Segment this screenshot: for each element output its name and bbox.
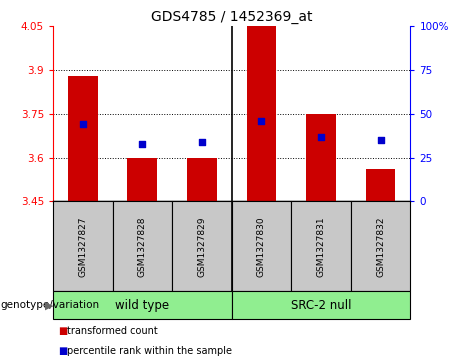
Bar bbox=[291, 201, 351, 291]
Text: genotype/variation: genotype/variation bbox=[0, 300, 99, 310]
Bar bbox=[247, 26, 276, 201]
Title: GDS4785 / 1452369_at: GDS4785 / 1452369_at bbox=[151, 10, 313, 24]
Point bbox=[377, 137, 384, 143]
Point bbox=[258, 118, 265, 124]
Text: ▶: ▶ bbox=[45, 300, 53, 310]
Text: wild type: wild type bbox=[115, 299, 169, 312]
Bar bbox=[232, 201, 291, 291]
Bar bbox=[232, 291, 410, 319]
Text: GSM1327830: GSM1327830 bbox=[257, 216, 266, 277]
Point bbox=[198, 139, 206, 145]
Bar bbox=[187, 158, 217, 201]
Bar bbox=[366, 169, 396, 201]
Text: SRC-2 null: SRC-2 null bbox=[291, 299, 351, 312]
Text: percentile rank within the sample: percentile rank within the sample bbox=[67, 346, 232, 356]
Bar bbox=[172, 201, 232, 291]
Bar bbox=[306, 114, 336, 201]
Text: GSM1327828: GSM1327828 bbox=[138, 216, 147, 277]
Text: GSM1327832: GSM1327832 bbox=[376, 216, 385, 277]
Bar bbox=[53, 201, 112, 291]
Bar bbox=[53, 291, 232, 319]
Text: GSM1327827: GSM1327827 bbox=[78, 216, 87, 277]
Point bbox=[139, 141, 146, 147]
Bar bbox=[127, 158, 157, 201]
Text: ■: ■ bbox=[58, 346, 67, 356]
Bar bbox=[68, 76, 98, 201]
Point bbox=[79, 122, 87, 127]
Text: ■: ■ bbox=[58, 326, 67, 337]
Text: GSM1327831: GSM1327831 bbox=[316, 216, 325, 277]
Bar bbox=[112, 201, 172, 291]
Bar bbox=[351, 201, 410, 291]
Text: GSM1327829: GSM1327829 bbox=[197, 216, 207, 277]
Point bbox=[317, 134, 325, 139]
Text: transformed count: transformed count bbox=[67, 326, 158, 337]
